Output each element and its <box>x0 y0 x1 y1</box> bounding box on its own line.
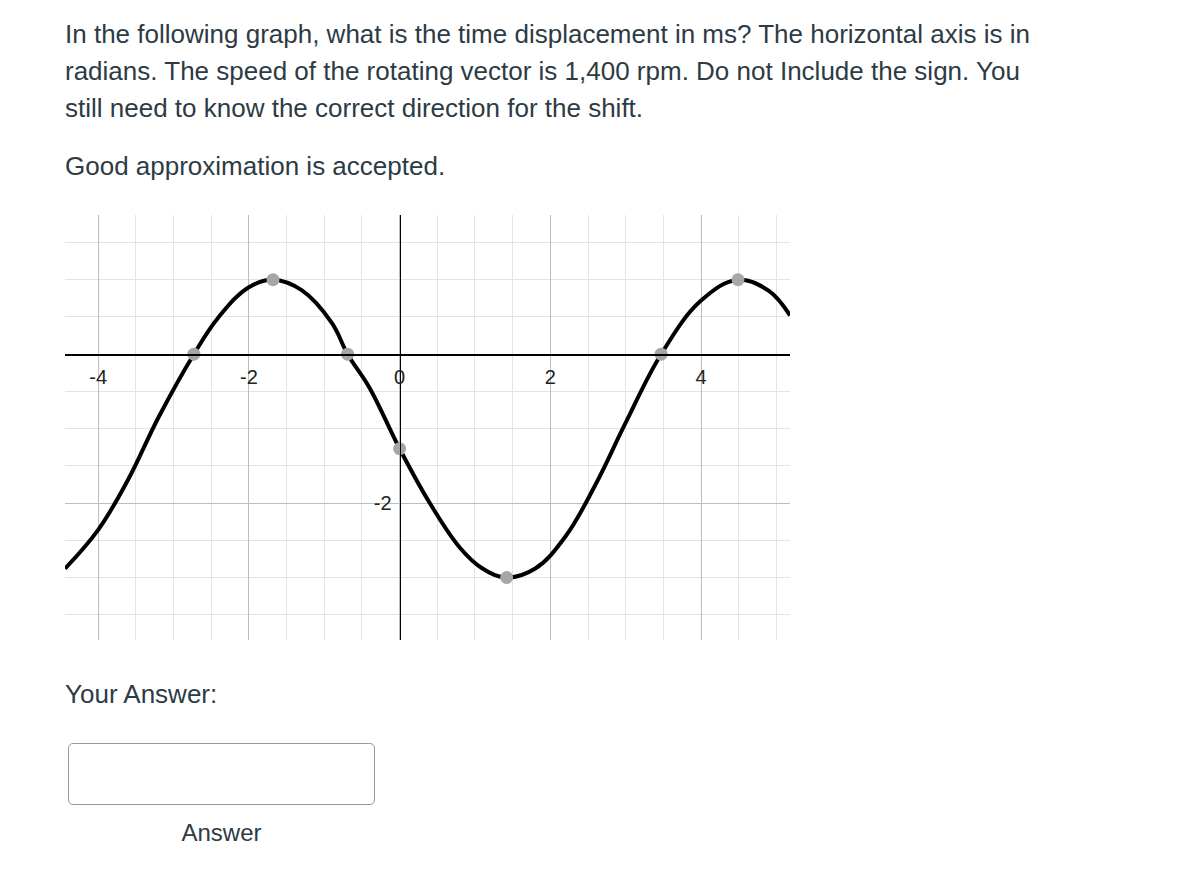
html-text:Your Answer:: Your Answer: <box>65 679 218 709</box>
svg-text:-4: -4 <box>89 366 107 388</box>
html-text:radians. The speed of the rota: radians. The speed of the rotating vecto… <box>65 56 1020 86</box>
svg-text:-2: -2 <box>240 366 258 388</box>
html-text:Good approximation is accepted: Good approximation is accepted. <box>65 151 446 181</box>
html-text:still need to know the correct: still need to know the correct direction… <box>65 93 644 123</box>
html-text:In the following graph, what i: In the following graph, what is the time… <box>65 19 1030 49</box>
svg-text:-2: -2 <box>374 492 392 514</box>
html-text:Answer: Answer <box>181 819 262 846</box>
svg-text:0: 0 <box>394 366 405 388</box>
svg-text:2: 2 <box>545 366 556 388</box>
svg-text:4: 4 <box>696 366 707 388</box>
